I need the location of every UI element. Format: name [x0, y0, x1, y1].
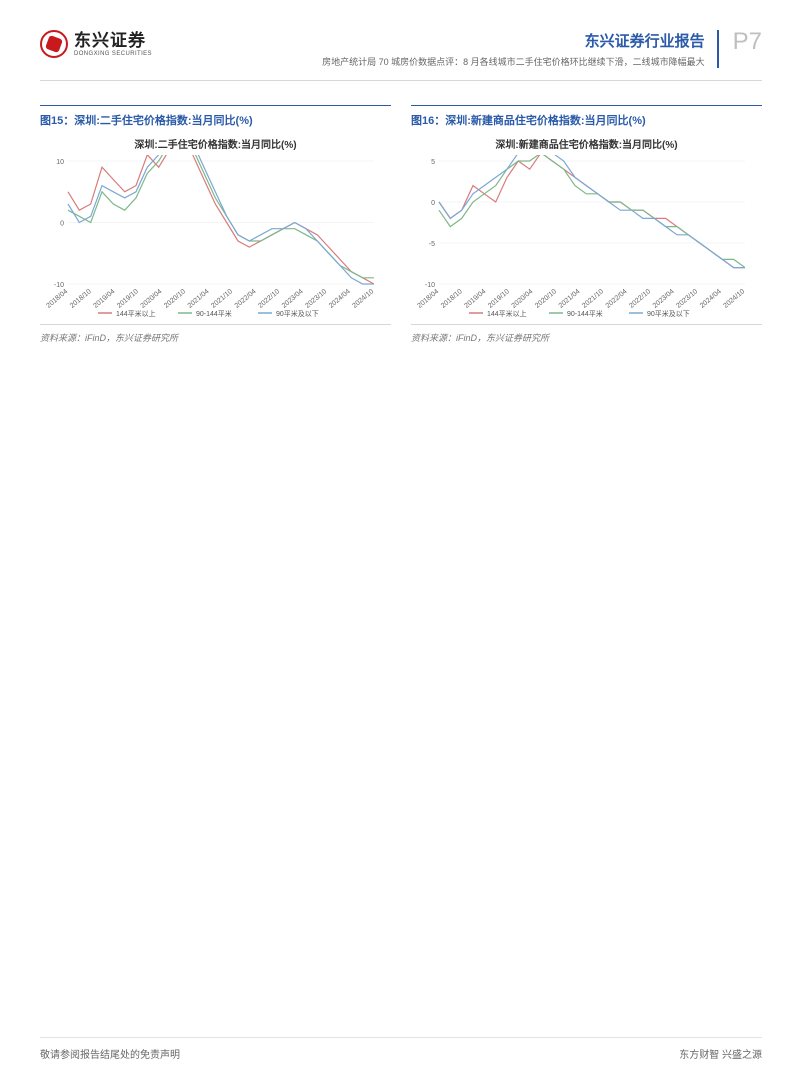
chart-heading-16: 图16：深圳:新建商品住宅价格指数:当月同比(%): [411, 105, 762, 128]
chart-area-16: -10-5052018/042018/102019/042019/102020/…: [411, 155, 762, 325]
svg-text:10: 10: [56, 159, 64, 166]
svg-text:5: 5: [431, 159, 435, 166]
svg-text:90平米及以下: 90平米及以下: [647, 309, 690, 318]
logo-chinese: 东兴证券: [74, 32, 152, 49]
svg-text:144平米以上: 144平米以上: [116, 309, 156, 318]
logo-icon: [40, 30, 68, 58]
svg-text:0: 0: [60, 221, 64, 228]
chart-heading-15: 图15：深圳:二手住宅价格指数:当月同比(%): [40, 105, 391, 128]
chart-title-16: 深圳:新建商品住宅价格指数:当月同比(%): [411, 136, 762, 151]
svg-text:2019/04: 2019/04: [463, 288, 487, 310]
logo-block: 东兴证券 DONGXING SECURITIES: [40, 30, 152, 58]
svg-text:2021/04: 2021/04: [558, 288, 582, 310]
svg-text:2022/04: 2022/04: [234, 288, 258, 310]
chart-source-16: 资料来源：iFinD，东兴证券研究所: [411, 331, 762, 344]
page-header: 东兴证券 DONGXING SECURITIES 东兴证券行业报告 房地产统计局…: [40, 30, 762, 76]
svg-text:-10: -10: [425, 282, 435, 289]
header-right: 东兴证券行业报告 房地产统计局 70 城房价数据点评：8 月各线城市二手住宅价格…: [322, 30, 762, 68]
chart-area-15: -10 0 10 2018/042018/102019/042019/102020/0…: [40, 155, 391, 325]
logo-text: 东兴证券 DONGXING SECURITIES: [74, 32, 152, 57]
svg-text:2022/10: 2022/10: [628, 288, 652, 310]
svg-text:144平米以上: 144平米以上: [487, 309, 527, 318]
svg-text:2019/04: 2019/04: [92, 288, 116, 310]
svg-text:2024/10: 2024/10: [351, 288, 375, 310]
chart-title-15: 深圳:二手住宅价格指数:当月同比(%): [40, 136, 391, 151]
chart-svg-15: -10 0 10 2018/042018/102019/042019/102020/0…: [40, 155, 380, 320]
header-divider: [40, 80, 762, 81]
svg-text:2020/04: 2020/04: [511, 288, 535, 310]
svg-text:2023/04: 2023/04: [652, 288, 676, 310]
footer-disclaimer: 敬请参阅报告结尾处的免责声明: [40, 1046, 180, 1061]
svg-text:-5: -5: [429, 241, 435, 248]
svg-text:2021/10: 2021/10: [581, 288, 605, 310]
svg-text:2021/04: 2021/04: [187, 288, 211, 310]
svg-text:2021/10: 2021/10: [210, 288, 234, 310]
svg-text:2018/04: 2018/04: [416, 288, 440, 310]
svg-text:2022/10: 2022/10: [257, 288, 281, 310]
report-subtitle: 房地产统计局 70 城房价数据点评：8 月各线城市二手住宅价格环比继续下滑，二线…: [322, 55, 705, 68]
page-footer: 敬请参阅报告结尾处的免责声明 东方财智 兴盛之源: [40, 1037, 762, 1061]
svg-text:0: 0: [431, 200, 435, 207]
svg-text:2023/10: 2023/10: [304, 288, 328, 310]
svg-text:2024/04: 2024/04: [328, 288, 352, 310]
svg-text:90平米及以下: 90平米及以下: [276, 309, 319, 318]
svg-text:90-144平米: 90-144平米: [196, 309, 232, 318]
report-title: 东兴证券行业报告: [322, 30, 705, 51]
header-titles: 东兴证券行业报告 房地产统计局 70 城房价数据点评：8 月各线城市二手住宅价格…: [322, 30, 719, 68]
svg-text:-10: -10: [54, 282, 64, 289]
logo-english: DONGXING SECURITIES: [74, 51, 152, 57]
page-number: P7: [733, 30, 762, 54]
report-page: 东兴证券 DONGXING SECURITIES 东兴证券行业报告 房地产统计局…: [0, 0, 802, 1087]
svg-text:2023/10: 2023/10: [675, 288, 699, 310]
chart-svg-16: -10-5052018/042018/102019/042019/102020/…: [411, 155, 751, 320]
svg-text:2024/10: 2024/10: [722, 288, 746, 310]
footer-right: 东方财智 兴盛之源: [679, 1046, 762, 1061]
chart-block-right: 图16：深圳:新建商品住宅价格指数:当月同比(%) 深圳:新建商品住宅价格指数:…: [411, 105, 762, 344]
svg-text:2018/10: 2018/10: [69, 288, 93, 310]
svg-text:90-144平米: 90-144平米: [567, 309, 603, 318]
svg-text:2024/04: 2024/04: [699, 288, 723, 310]
svg-text:2019/10: 2019/10: [487, 288, 511, 310]
chart-block-left: 图15：深圳:二手住宅价格指数:当月同比(%) 深圳:二手住宅价格指数:当月同比…: [40, 105, 391, 344]
svg-text:2018/04: 2018/04: [45, 288, 69, 310]
charts-row: 图15：深圳:二手住宅价格指数:当月同比(%) 深圳:二手住宅价格指数:当月同比…: [40, 105, 762, 344]
svg-text:2020/04: 2020/04: [140, 288, 164, 310]
svg-text:2022/04: 2022/04: [605, 288, 629, 310]
chart-source-15: 资料来源：iFinD，东兴证券研究所: [40, 331, 391, 344]
svg-text:2020/10: 2020/10: [163, 288, 187, 310]
svg-text:2019/10: 2019/10: [116, 288, 140, 310]
svg-text:2020/10: 2020/10: [534, 288, 558, 310]
svg-text:2023/04: 2023/04: [281, 288, 305, 310]
svg-text:2018/10: 2018/10: [440, 288, 464, 310]
